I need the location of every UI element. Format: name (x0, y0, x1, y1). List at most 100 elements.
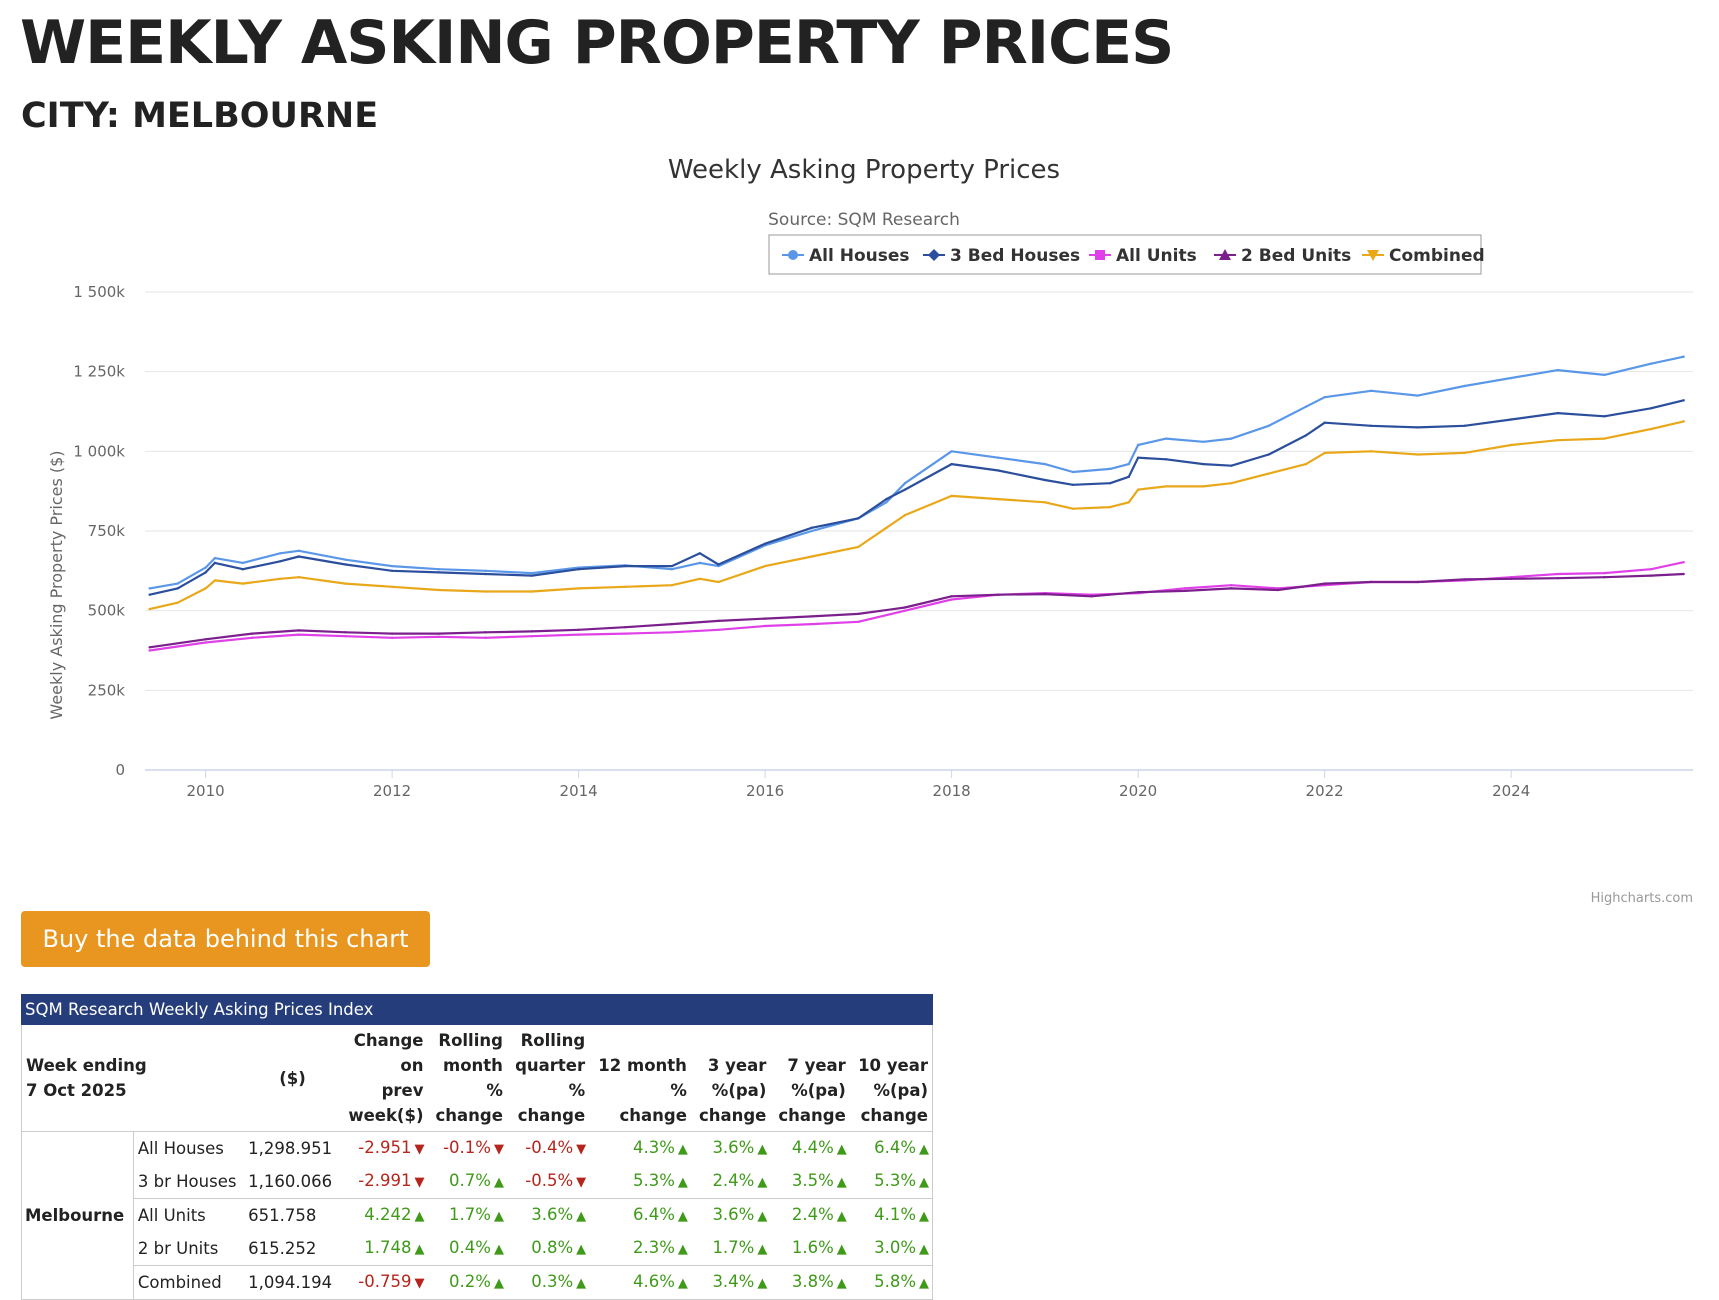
x-tick-label: 2012 (373, 782, 411, 800)
data-point (530, 571, 534, 575)
data-point (390, 632, 394, 635)
chart-legend[interactable]: All Houses 3 Bed Houses All Units 2 Bed Uni… (768, 234, 1485, 275)
down-arrow-icon: ▼ (414, 1142, 425, 1157)
data-point (1202, 440, 1205, 443)
data-point (213, 561, 217, 565)
data-point (390, 585, 394, 588)
data-point (903, 609, 907, 612)
data-point (1164, 485, 1168, 488)
legend-item-3-bed-houses[interactable]: 3 Bed Houses (923, 246, 1080, 266)
data-point (1043, 462, 1047, 466)
data-point (857, 517, 860, 520)
up-arrow-icon: ▲ (493, 1242, 504, 1257)
data-point (1164, 437, 1168, 440)
seven-year-cell: 4.4% ▲ (791, 1138, 847, 1157)
chart-grid (145, 291, 1693, 691)
data-point (176, 601, 179, 604)
y-tick-label: 500k (88, 602, 126, 620)
up-arrow-icon: ▲ (919, 1242, 929, 1257)
data-point (484, 572, 487, 576)
data-point (903, 606, 907, 609)
data-point (810, 526, 813, 530)
data-point (1136, 443, 1140, 447)
up-arrow-icon: ▲ (757, 1276, 768, 1291)
data-point (241, 561, 245, 565)
up-arrow-icon: ▲ (836, 1175, 847, 1190)
change-prev-week-cell: -2.991 ▼ (339, 1165, 428, 1199)
data-point (1323, 451, 1326, 455)
data-point (1127, 475, 1131, 479)
table-body: Melbourne All Houses 1,298.951 -2.951 ▼ -0.1%… (21, 1131, 933, 1300)
twelve-month-cell: 4.3% ▲ (633, 1138, 688, 1157)
circle-marker-icon (788, 250, 798, 260)
price-chart: Weekly Asking Property Prices Source: SQ… (47, 155, 1693, 906)
up-arrow-icon: ▲ (576, 1276, 587, 1291)
data-point (484, 590, 487, 593)
up-arrow-icon: ▲ (414, 1209, 425, 1224)
table-row: 3 br Houses 1,160.066 -2.991 ▼ 0.7% ▲ -0.5% ▼ 5.… (22, 1165, 933, 1199)
data-point (1556, 576, 1559, 580)
x-tick-label: 2010 (187, 782, 225, 800)
data-point (1463, 384, 1466, 388)
down-arrow-icon: ▼ (576, 1142, 587, 1157)
legend-item-2-bed-units[interactable]: 2 Bed Units (1214, 246, 1351, 266)
data-point (251, 636, 254, 639)
data-point (1043, 478, 1047, 482)
series-line-3-bed-houses (149, 399, 1684, 596)
legend-item-all-houses[interactable]: All Houses (782, 246, 910, 266)
highcharts-credit[interactable]: Highcharts.com (1591, 891, 1693, 906)
data-point (624, 626, 627, 629)
down-arrow-icon: ▼ (414, 1175, 425, 1190)
data-point (577, 633, 580, 636)
ten-year-cell: 5.8% ▲ (849, 1265, 933, 1300)
data-point (698, 561, 702, 565)
data-point (810, 615, 813, 618)
up-arrow-icon: ▲ (757, 1242, 768, 1257)
data-point (530, 634, 534, 638)
twelve-month-cell: 2.3% ▲ (589, 1232, 691, 1266)
value-header: ($) (245, 1025, 340, 1132)
data-point (950, 462, 953, 466)
data-point (437, 568, 440, 571)
buy-data-button[interactable]: Buy the data behind this chart (21, 911, 430, 967)
up-arrow-icon: ▲ (677, 1175, 688, 1190)
data-point (624, 632, 627, 635)
data-point (1603, 373, 1606, 377)
data-point (1463, 578, 1466, 581)
data-point (624, 585, 627, 588)
up-arrow-icon: ▲ (919, 1276, 929, 1291)
change-prev-week-cell: 4.242 ▲ (364, 1205, 425, 1224)
x-tick-label: 2014 (560, 782, 598, 800)
y-tick-label: 1 250k (73, 363, 125, 381)
data-point (204, 587, 207, 590)
data-point (763, 624, 767, 628)
data-point (148, 587, 151, 590)
data-point (857, 612, 860, 616)
legend-item-combined[interactable]: Combined (1362, 246, 1485, 266)
up-arrow-icon: ▲ (677, 1142, 688, 1157)
data-point (1230, 583, 1233, 587)
data-point (204, 571, 207, 574)
legend-item-all-units[interactable]: All Units (1089, 246, 1197, 266)
data-point (1463, 451, 1466, 455)
data-point (241, 582, 245, 585)
data-point (1230, 482, 1233, 485)
data-point (251, 632, 254, 635)
data-point (997, 497, 1000, 501)
table-row: Combined 1,094.194 -0.759 ▼ 0.2% ▲ 0.3% ▲ 4.6% ▲ 3… (22, 1265, 933, 1300)
up-arrow-icon: ▲ (493, 1175, 504, 1190)
data-point (1603, 576, 1606, 579)
data-point (885, 501, 888, 504)
property-type-cell: Combined (133, 1265, 246, 1300)
rolling-quarter-cell: -0.5% ▼ (506, 1165, 590, 1199)
data-point (1603, 415, 1606, 418)
series-line-all-houses (149, 355, 1684, 590)
data-point (204, 638, 207, 641)
triangle-marker-icon (1219, 249, 1231, 260)
change-prev-week-cell: 1.748 ▲ (339, 1232, 428, 1266)
up-arrow-icon: ▲ (836, 1242, 847, 1257)
data-point (1183, 589, 1186, 593)
twelve-month-cell: 5.3% ▲ (589, 1165, 691, 1199)
data-point (1556, 572, 1559, 576)
y-tick-label: 0 (115, 761, 125, 779)
